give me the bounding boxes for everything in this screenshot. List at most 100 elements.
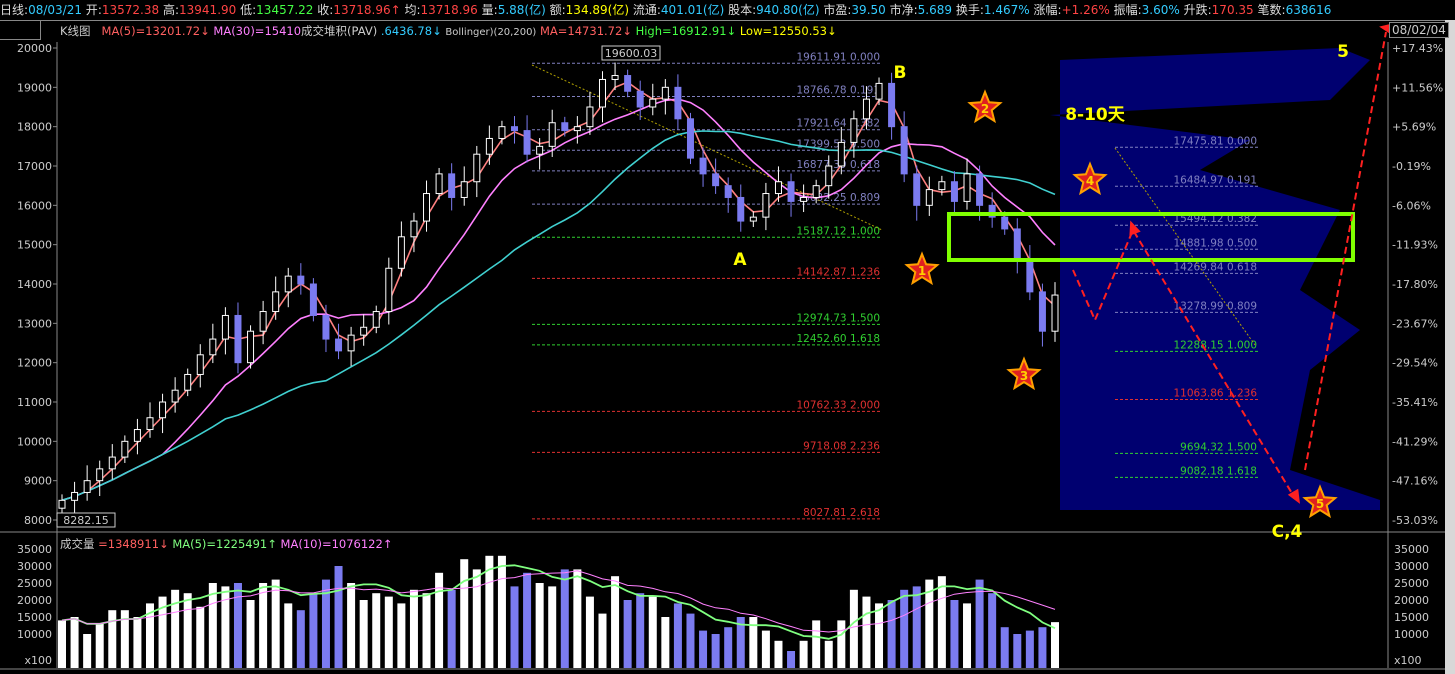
change-value: +1.26% bbox=[1061, 3, 1110, 17]
volume-bar bbox=[372, 593, 381, 668]
label-a: A bbox=[733, 250, 747, 270]
candle-body bbox=[96, 468, 104, 482]
wave-star-label: 2 bbox=[981, 102, 989, 116]
volume-bar bbox=[158, 596, 167, 668]
volume-bar bbox=[83, 634, 92, 668]
boll-legend: Bollinger)(20,200) bbox=[445, 27, 537, 38]
volume-bar bbox=[724, 627, 733, 668]
candle-body bbox=[435, 173, 443, 195]
candle-body bbox=[561, 122, 569, 132]
candle-body bbox=[862, 98, 870, 120]
vol-label: 量 bbox=[481, 3, 494, 17]
candle-body bbox=[372, 311, 380, 328]
candle-body bbox=[674, 86, 682, 120]
price-tick-label: 8000 bbox=[24, 514, 52, 527]
fib-label: 10762.33 2.000 bbox=[797, 399, 881, 411]
candle-body bbox=[573, 126, 581, 132]
candle-body bbox=[397, 236, 405, 269]
pe-label: 市盈 bbox=[823, 3, 848, 17]
pct-tick-label: -29.54% bbox=[1392, 357, 1438, 370]
wave-star-label: 5 bbox=[1316, 497, 1324, 511]
boll-high: High=16912.91↓ bbox=[635, 24, 737, 38]
forecast-arrow-up bbox=[1304, 31, 1387, 471]
wave-star-icon bbox=[1072, 161, 1108, 196]
candle-body bbox=[171, 389, 179, 403]
candle-body bbox=[498, 126, 506, 139]
candle-body bbox=[335, 338, 343, 352]
candle-body bbox=[297, 275, 305, 285]
close-label: 收 bbox=[317, 3, 330, 17]
candle-body bbox=[950, 181, 958, 202]
candle-body bbox=[196, 354, 204, 375]
candle-body bbox=[976, 173, 984, 206]
candle-body bbox=[523, 130, 531, 155]
volume-legend: 成交量 =1348911↓ MA(5)=1225491↑ MA(10)=1076… bbox=[60, 536, 392, 552]
volume-ma5-line bbox=[61, 564, 1056, 640]
candle-body bbox=[83, 480, 91, 493]
volume-bar bbox=[246, 600, 255, 668]
float-label: 流通 bbox=[632, 3, 657, 17]
pct-tick-label: -6.06% bbox=[1392, 199, 1431, 212]
low-value: 13457.22 bbox=[256, 3, 314, 17]
candle-body bbox=[209, 338, 217, 356]
avg-value: 13718.96 bbox=[420, 3, 478, 17]
wave-star-icon bbox=[904, 251, 940, 286]
volume-bar bbox=[573, 569, 582, 668]
volume-unit-right: x100 bbox=[1394, 654, 1422, 667]
candle-body bbox=[888, 82, 896, 128]
volume-bar bbox=[661, 617, 670, 668]
wave-star-label: 1 bbox=[918, 264, 926, 278]
pct-tick-label: -0.19% bbox=[1392, 160, 1431, 173]
price-tick-label: 12000 bbox=[17, 357, 52, 370]
volume-ma5: MA(5)=1225491↑ bbox=[172, 537, 277, 551]
volume-bar bbox=[145, 603, 154, 668]
volume-bar bbox=[824, 640, 833, 668]
volume-bar bbox=[560, 569, 569, 668]
updown-value: 170.35 bbox=[1211, 3, 1254, 17]
pct-tick-label: -23.67% bbox=[1392, 317, 1438, 330]
volume-bar bbox=[510, 586, 519, 668]
volume-bar bbox=[397, 603, 406, 668]
fib-label: 9082.18 1.618 bbox=[1180, 465, 1257, 477]
chart-name: K线图 bbox=[60, 24, 91, 38]
arrow-head-icon bbox=[1129, 220, 1141, 236]
candle-body bbox=[699, 157, 707, 175]
candle-body bbox=[272, 291, 280, 313]
volume-bar bbox=[686, 613, 695, 668]
volume-bar bbox=[912, 586, 921, 668]
volume-bar bbox=[296, 610, 305, 668]
turnover-label: 换手 bbox=[955, 3, 980, 17]
boll-low: Low=12550.53↓ bbox=[739, 24, 837, 38]
volume-tick-label: 30000 bbox=[17, 560, 52, 573]
candle-body bbox=[611, 75, 619, 80]
candle-body bbox=[184, 373, 192, 391]
volume-bar bbox=[447, 589, 456, 668]
avg-label: 均 bbox=[404, 3, 417, 17]
candle-body bbox=[385, 267, 393, 313]
candle-body bbox=[548, 122, 556, 147]
candle-body bbox=[724, 185, 732, 198]
volume-bar bbox=[699, 630, 708, 668]
candle-body bbox=[686, 118, 694, 159]
price-tick-label: 10000 bbox=[17, 435, 52, 448]
volume-tick-label: 20000 bbox=[17, 594, 52, 607]
volume-tick-label: 15000 bbox=[17, 611, 52, 624]
label-c4: C,4 bbox=[1272, 522, 1303, 542]
volume-bar bbox=[1013, 634, 1022, 668]
volume-bar bbox=[523, 572, 532, 668]
candle-body bbox=[598, 78, 606, 108]
ma5-legend: MA(5)=13201.72↓ bbox=[101, 24, 210, 38]
ma-long-line bbox=[61, 130, 1056, 502]
volume-bar bbox=[409, 589, 418, 668]
volume-bar bbox=[1025, 630, 1034, 668]
volume-bar bbox=[70, 617, 79, 668]
volume-ma10: MA(10)=1076122↑ bbox=[280, 537, 393, 551]
volume-bar bbox=[849, 589, 858, 668]
volume-bar bbox=[975, 579, 984, 668]
pct-tick-label: -35.41% bbox=[1392, 396, 1438, 409]
volume-tick-label-right: 30000 bbox=[1394, 560, 1429, 573]
volume-bar bbox=[259, 583, 268, 668]
shares-value: 940.80(亿) bbox=[756, 3, 820, 17]
volume-bar bbox=[900, 589, 909, 668]
